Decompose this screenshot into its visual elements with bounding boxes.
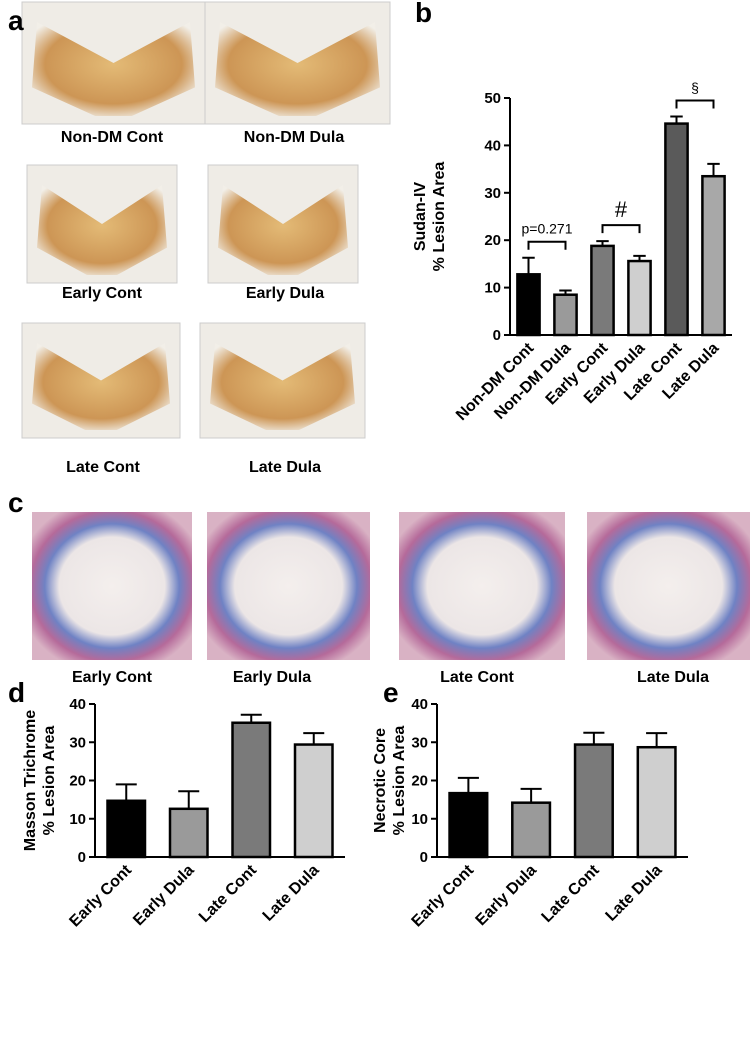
- significance-bracket: [675, 99, 715, 109]
- error-bar: [240, 713, 262, 723]
- y-axis-label: % Lesion Area: [391, 726, 408, 836]
- photo-caption: Non-DM Dula: [244, 129, 345, 146]
- error-bar: [520, 787, 542, 803]
- error-bar: [115, 783, 137, 801]
- y-tick-label: 10: [411, 811, 428, 828]
- aorta-photo: [32, 343, 170, 430]
- error-bar: [633, 254, 646, 262]
- y-tick-label: 30: [411, 734, 428, 751]
- histology-photo: [32, 512, 192, 660]
- panel-label: c: [8, 487, 24, 518]
- bar: [231, 721, 272, 859]
- bar: [664, 122, 689, 337]
- y-tick-label: 50: [484, 90, 501, 107]
- x-tick-label: Early Cont: [409, 861, 478, 930]
- error-bar: [707, 162, 720, 177]
- error-bar: [583, 731, 605, 745]
- photo-caption: Late Cont: [66, 459, 140, 476]
- error-bar: [178, 790, 200, 809]
- y-tick-label: 30: [69, 734, 86, 751]
- bar: [701, 174, 726, 337]
- histology-photo: [587, 512, 750, 660]
- photo-caption: Late Dula: [249, 459, 321, 476]
- y-tick-label: 40: [69, 696, 86, 713]
- x-tick-label: Late Dula: [260, 862, 323, 925]
- x-tick-label: Late Dula: [603, 862, 666, 925]
- panel-label: e: [383, 677, 399, 708]
- histology-photo: [399, 512, 565, 660]
- panel-label: d: [8, 677, 25, 708]
- histology-photo: [207, 512, 370, 660]
- bar: [590, 244, 615, 337]
- panel-label: b: [415, 0, 432, 28]
- photo-caption: Early Cont: [62, 285, 143, 302]
- y-tick-label: 20: [484, 232, 501, 249]
- photo-caption: Late Cont: [440, 669, 514, 686]
- bar: [448, 791, 489, 859]
- error-bar: [522, 256, 535, 275]
- x-tick-label: Late Cont: [539, 861, 604, 926]
- y-axis-label: Necrotic Core: [372, 728, 389, 833]
- error-bar: [596, 240, 609, 246]
- bar: [516, 273, 541, 337]
- aorta-photo: [37, 185, 167, 275]
- bar-chart: 0 10 20 30 40 Necrotic Core% Lesion Area Early…: [372, 696, 688, 930]
- significance-bracket: [527, 240, 567, 250]
- photos: Non-DM Cont Non-DM Dula Early Cont Early Du…: [21, 1, 750, 686]
- y-tick-label: 10: [484, 280, 501, 297]
- y-tick-label: 0: [78, 849, 86, 866]
- y-axis-label: Sudan-IV: [412, 182, 429, 252]
- bar-chart: 0 10 20 30 40 Masson Trichrome% Lesion Area Ea…: [22, 696, 345, 930]
- annotation: p=0.271: [522, 221, 573, 237]
- error-bar: [457, 776, 479, 794]
- bar: [627, 259, 652, 337]
- x-tick-label: Late Cont: [196, 861, 261, 926]
- x-tick-label: Early Cont: [66, 861, 135, 930]
- panel-label: a: [8, 5, 24, 36]
- aorta-photo: [218, 185, 348, 275]
- bar: [553, 293, 578, 337]
- photo-caption: Early Cont: [72, 669, 153, 686]
- photo-caption: Non-DM Cont: [61, 129, 164, 146]
- y-tick-label: 0: [420, 849, 428, 866]
- error-bar: [303, 732, 325, 745]
- x-tick-label: Early Dula: [130, 862, 197, 929]
- photo-caption: Early Dula: [246, 285, 324, 302]
- y-axis-label: Masson Trichrome: [22, 710, 39, 851]
- y-tick-label: 10: [69, 811, 86, 828]
- error-bar: [646, 732, 668, 748]
- y-tick-label: 0: [493, 327, 501, 344]
- error-bar: [670, 115, 683, 124]
- bar: [293, 743, 334, 859]
- bar: [511, 801, 552, 859]
- aorta-photo: [210, 343, 355, 430]
- annotation: §: [691, 79, 699, 95]
- y-axis-label: % Lesion Area: [41, 726, 58, 836]
- y-tick-label: 30: [484, 185, 501, 202]
- x-tick-label: Early Dula: [473, 862, 540, 929]
- bar: [106, 799, 147, 859]
- y-tick-label: 20: [411, 773, 428, 790]
- aorta-photo: [215, 22, 380, 116]
- photo-caption: Late Dula: [637, 669, 709, 686]
- y-tick-label: 40: [484, 137, 501, 154]
- y-tick-label: 20: [69, 773, 86, 790]
- aorta-photo: [32, 22, 195, 116]
- photo-caption: Early Dula: [233, 669, 311, 686]
- y-tick-label: 40: [411, 696, 428, 713]
- y-axis-label: % Lesion Area: [431, 162, 448, 272]
- significance-bracket: [601, 224, 641, 234]
- error-bar: [559, 289, 572, 295]
- bar: [636, 745, 677, 859]
- bar: [573, 743, 614, 859]
- annotation: #: [615, 197, 628, 222]
- bar: [168, 807, 209, 859]
